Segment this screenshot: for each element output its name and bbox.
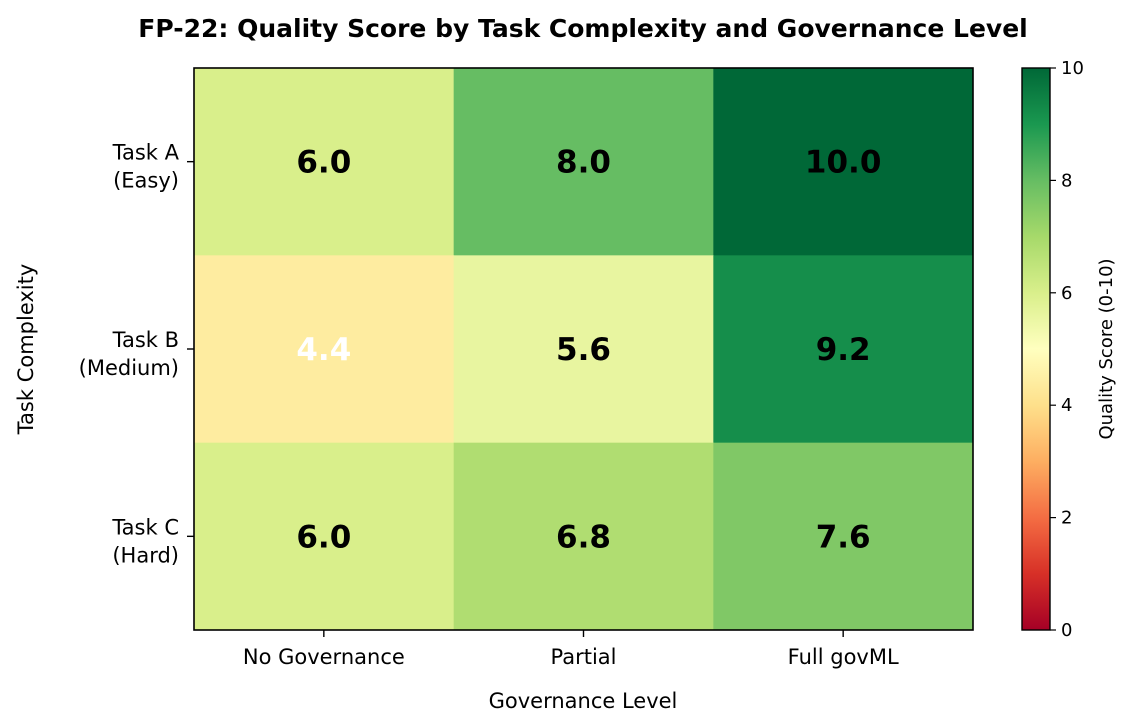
colorbar-tick-label: 0 xyxy=(1061,620,1072,641)
heatmap-cell xyxy=(194,255,455,444)
heatmap-value-labels: 6.0 8.0 10.0 4.4 5.6 9.2 6.0 6.8 7.6 xyxy=(296,145,881,556)
y-tick-label: Task A (Easy) xyxy=(112,141,180,193)
colorbar-tick-label: 2 xyxy=(1061,508,1072,529)
chart-title: FP-22: Quality Score by Task Complexity … xyxy=(138,14,1027,43)
heatmap-cell xyxy=(194,442,455,631)
colorbar-tick-label: 4 xyxy=(1061,395,1072,416)
cell-value-label: 5.6 xyxy=(556,332,611,368)
cell-value-label: 6.8 xyxy=(556,519,611,555)
cell-value-label: 4.4 xyxy=(296,332,351,368)
x-tick-label: No Governance xyxy=(243,645,405,669)
heatmap-cells xyxy=(194,68,974,631)
y-tick-label: Task C (Hard) xyxy=(111,515,179,567)
x-axis-label: Governance Level xyxy=(489,689,678,713)
heatmap-cell xyxy=(713,68,974,256)
heatmap-cell xyxy=(453,442,714,631)
y-axis-ticks: Task A (Easy) Task B (Medium) Task C (Hard) xyxy=(79,141,194,567)
x-axis-ticks: No Governance Partial Full govML xyxy=(243,630,899,669)
x-tick-label: Full govML xyxy=(788,645,899,669)
colorbar xyxy=(1021,67,1051,631)
cell-value-label: 6.0 xyxy=(296,145,351,181)
heatmap-cell xyxy=(713,255,974,444)
cell-value-label: 7.6 xyxy=(816,519,871,555)
heatmap-cell xyxy=(713,442,974,631)
colorbar-tick-label: 8 xyxy=(1061,170,1072,191)
heatmap-cell xyxy=(194,68,455,256)
colorbar-label: Quality Score (0-10) xyxy=(1096,258,1117,439)
y-tick-label: Task B (Medium) xyxy=(79,328,179,380)
x-tick-label: Partial xyxy=(551,645,617,669)
cell-value-label: 10.0 xyxy=(805,145,882,181)
colorbar-tick-label: 10 xyxy=(1061,58,1084,79)
cell-value-label: 9.2 xyxy=(816,332,871,368)
heatmap-cell xyxy=(453,255,714,444)
colorbar-tick-label: 6 xyxy=(1061,283,1072,304)
y-axis-label: Task Complexity xyxy=(14,264,38,436)
heatmap-cell xyxy=(453,68,714,256)
cell-value-label: 8.0 xyxy=(556,145,611,181)
cell-value-label: 6.0 xyxy=(296,519,351,555)
colorbar-ticks: 0 2 4 6 8 10 xyxy=(1050,58,1084,641)
